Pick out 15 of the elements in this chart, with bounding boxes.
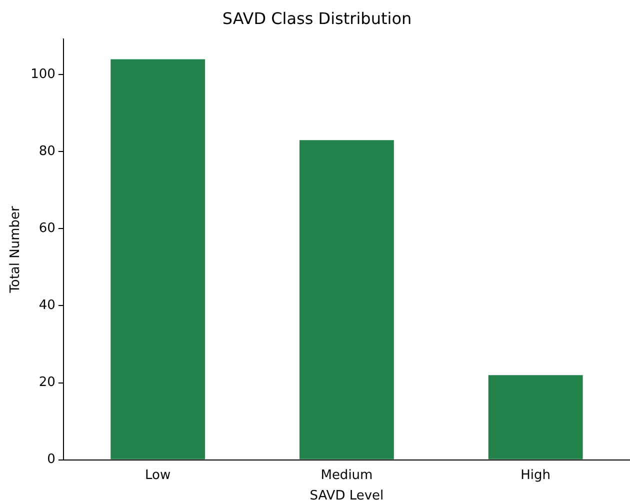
chart-title: SAVD Class Distribution	[222, 8, 412, 28]
y-tick-label: 40	[38, 298, 56, 314]
x-tick-label: Low	[145, 468, 172, 483]
x-axis-title: SAVD Level	[310, 488, 384, 504]
bar	[488, 375, 583, 460]
y-tick-label: 80	[38, 144, 56, 160]
y-tick-label: 60	[38, 221, 56, 236]
bar	[110, 59, 206, 460]
bar	[299, 140, 394, 460]
y-axis-title: Total Number	[8, 205, 24, 294]
x-tick-label: Medium	[320, 468, 373, 483]
y-tick-label: 100	[30, 67, 56, 82]
y-tick-label: 20	[38, 375, 56, 390]
y-tick-label: 0	[47, 452, 56, 468]
x-tick-label: High	[520, 468, 551, 483]
